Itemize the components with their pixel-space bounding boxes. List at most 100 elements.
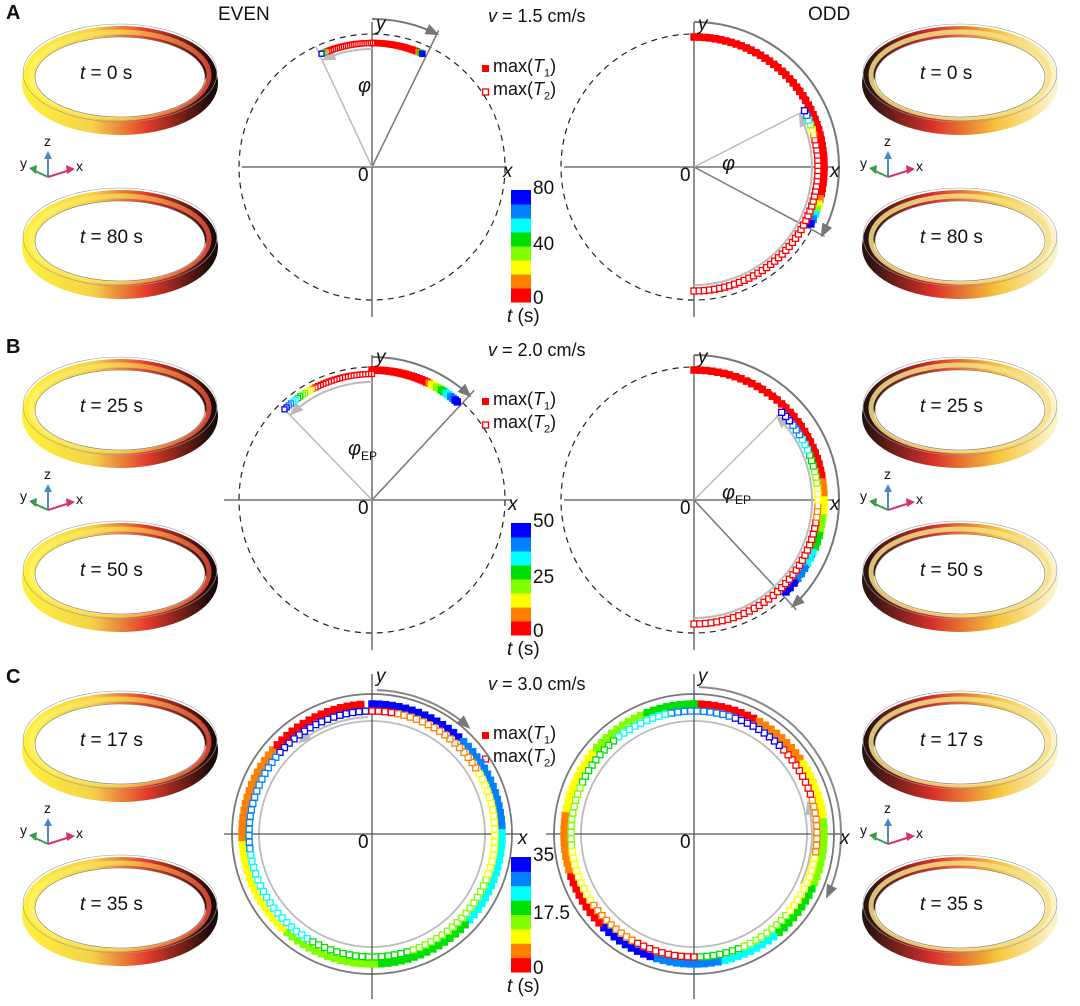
origin-label: 0 [358, 832, 369, 853]
marker-max-t1 [356, 700, 365, 709]
marker-max-t1 [773, 396, 781, 404]
triad-z-label: z [884, 133, 891, 149]
triad-x-label: x [916, 825, 923, 841]
marker-max-t2 [722, 949, 730, 957]
marker-max-t2 [300, 727, 309, 735]
marker-max-t1 [560, 818, 569, 826]
marker-max-t2 [600, 746, 608, 754]
marker-max-t1 [761, 721, 770, 730]
marker-max-t2 [490, 812, 498, 820]
colorbar-segment [511, 957, 531, 973]
ring-right-top [862, 23, 1058, 135]
velocity-label-a: v = 1.5 cm/s [488, 6, 586, 26]
marker-max-t1 [782, 738, 791, 747]
marker-max-t2 [712, 709, 721, 717]
marker-max-t2 [670, 951, 679, 960]
colorbar-segment [511, 523, 531, 538]
origin-label: 0 [680, 832, 691, 853]
marker-max-t2 [295, 731, 303, 739]
marker-max-t2 [384, 952, 392, 960]
marker-max-t1 [238, 833, 246, 842]
marker-max-t2 [409, 946, 418, 954]
marker-max-t2 [323, 715, 332, 723]
marker-max-t2 [807, 867, 816, 875]
marker-max-t2 [781, 412, 790, 421]
marker-max-t1 [600, 923, 608, 932]
marker-max-t2 [394, 710, 402, 718]
marker-max-t1 [416, 950, 425, 959]
rotation-arrow-t2 [693, 414, 813, 619]
marker-max-t2 [245, 819, 254, 827]
colorbar-tick-min: 0 [533, 958, 544, 979]
marker-max-t2 [412, 715, 421, 723]
marker-max-t1 [273, 919, 282, 927]
marker-max-t2 [567, 822, 575, 830]
marker-max-t1 [820, 831, 828, 840]
colorbar-tick-mid: 17.5 [533, 902, 570, 924]
triad-x-label: x [916, 491, 923, 507]
angle-label: φEP [722, 482, 752, 507]
marker-max-t1 [375, 700, 383, 708]
ring-right-top-label: t = 17 s [920, 730, 983, 751]
marker-max-t2 [266, 899, 274, 907]
marker-max-t2 [577, 879, 585, 887]
marker-max-t1 [584, 754, 592, 763]
marker-max-t1 [422, 948, 431, 956]
marker-max-t1 [613, 725, 621, 733]
colorbar-segment [511, 871, 531, 887]
marker-max-t2 [390, 951, 399, 959]
marker-max-t1 [240, 853, 248, 862]
marker-max-t2 [572, 867, 581, 875]
marker-max-t1 [474, 905, 482, 913]
rotation-arrow-t2 [800, 800, 817, 885]
marker-max-t2 [460, 748, 468, 756]
marker-max-t1 [764, 937, 772, 945]
marker-max-t1 [700, 959, 709, 968]
marker-max-t1 [561, 845, 569, 854]
marker-max-t2 [249, 799, 257, 808]
marker-max-t1 [294, 937, 302, 945]
marker-max-t1 [560, 831, 568, 840]
velocity-label-b: v = 2.0 cm/s [488, 340, 586, 360]
ring-left-top [22, 690, 218, 802]
marker-max-t1 [239, 813, 247, 821]
marker-max-t2 [609, 737, 618, 745]
marker-max-t1 [595, 919, 603, 927]
marker-max-t2 [272, 753, 280, 761]
marker-max-t2 [251, 870, 260, 878]
marker-max-t2 [254, 876, 262, 884]
marker-max-t1 [403, 955, 412, 963]
marker-max-t1 [368, 700, 376, 708]
origin-label: 0 [358, 498, 369, 519]
marker-max-t1 [459, 737, 468, 746]
marker-max-t2 [441, 731, 449, 739]
colorbar-segment [511, 943, 531, 959]
x-axis-label: x [508, 494, 518, 515]
marker-max-t1 [408, 706, 416, 715]
ring-left-bottom [22, 187, 218, 299]
marker-max-t2 [248, 857, 256, 866]
marker-max-t2 [489, 851, 497, 859]
marker-max-t1 [560, 838, 569, 847]
legend-t1: max(T1) [493, 723, 557, 747]
marker-max-t1 [357, 959, 365, 968]
marker-max-t1 [676, 700, 685, 709]
legend-marker-t2 [481, 421, 490, 429]
marker-max-t2 [782, 912, 790, 920]
marker-max-t2 [596, 751, 604, 759]
colorbar-segment [511, 218, 531, 233]
marker-max-t2 [446, 735, 454, 743]
triad-z-label: z [44, 800, 51, 816]
marker-max-t2 [483, 787, 491, 795]
marker-max-t2 [788, 756, 796, 764]
ring-left-top-label: t = 0 s [80, 63, 133, 84]
marker-max-t2 [792, 761, 800, 769]
marker-max-t2 [781, 579, 790, 588]
axis-triad-icon [869, 151, 915, 178]
panel-letter-b: B [6, 336, 21, 358]
marker-max-t2 [594, 907, 602, 915]
marker-max-t2 [400, 711, 408, 719]
marker-max-t1 [717, 703, 726, 711]
triad-y-label: y [860, 488, 867, 504]
marker-max-t2 [570, 802, 578, 811]
